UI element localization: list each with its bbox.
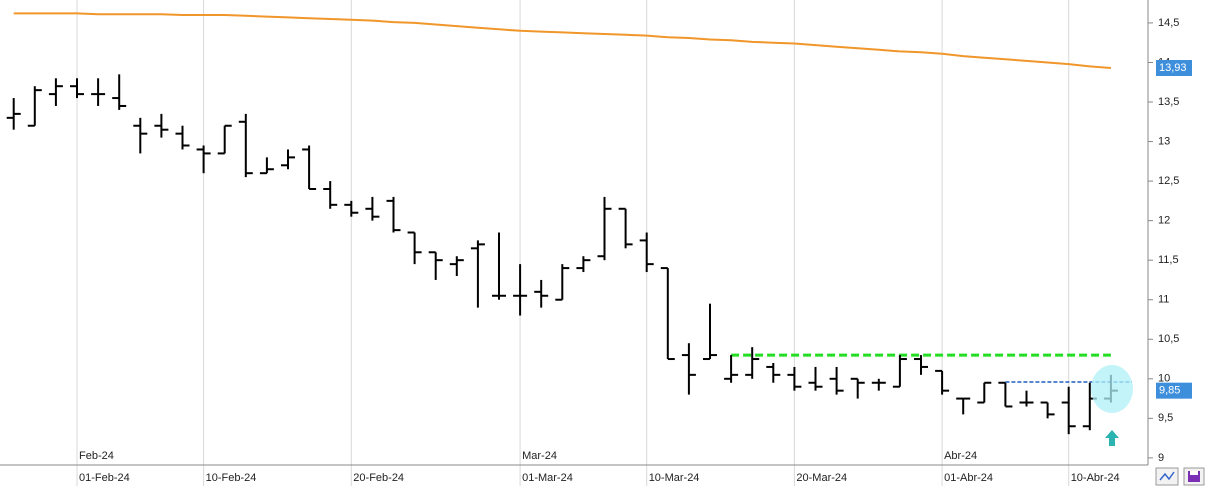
last-value-box xyxy=(1156,382,1192,399)
y-tick-label: 11,5 xyxy=(1158,254,1179,266)
y-tick-label: 13 xyxy=(1158,135,1170,147)
marks xyxy=(6,12,1132,435)
last-value-box xyxy=(1156,60,1192,77)
x-tick-label: 10-Mar-24 xyxy=(649,472,700,484)
x-tick-label: 20-Feb-24 xyxy=(353,472,404,484)
month-label: Feb-24 xyxy=(79,450,114,462)
y-tick-label: 10 xyxy=(1158,373,1170,385)
x-tick-label: 20-Mar-24 xyxy=(796,472,847,484)
y-tick-label: 9 xyxy=(1158,452,1164,464)
save-icon xyxy=(1188,471,1200,482)
x-tick-label: 01-Mar-24 xyxy=(522,472,573,484)
zoom-icon xyxy=(1159,471,1175,481)
last-value-label: 9,85 xyxy=(1159,385,1180,397)
moving-average-line xyxy=(13,12,1111,69)
last-value-label: 13,93 xyxy=(1159,62,1187,74)
save-icon-label xyxy=(1190,471,1198,475)
y-tick-label: 14,5 xyxy=(1158,17,1179,29)
y-tick-label: 12 xyxy=(1158,215,1170,227)
x-tick-label: 10-Abr-24 xyxy=(1071,472,1120,484)
highlight-circle xyxy=(1091,365,1133,413)
y-tick-label: 13,5 xyxy=(1158,96,1179,108)
up-arrow xyxy=(1105,430,1119,446)
y-tick-label: 9,5 xyxy=(1158,412,1173,424)
y-tick-label: 11 xyxy=(1158,294,1169,306)
labels: 99,51010,51111,51212,51313,51414,501-Feb… xyxy=(79,17,1192,484)
y-tick-label: 10,5 xyxy=(1158,333,1179,345)
toolbar xyxy=(1155,467,1205,486)
y-tick-label: 12,5 xyxy=(1158,175,1179,187)
month-label: Mar-24 xyxy=(522,450,557,462)
x-tick-label: 01-Abr-24 xyxy=(944,472,993,484)
x-tick-label: 01-Feb-24 xyxy=(79,472,130,484)
x-tick-label: 10-Feb-24 xyxy=(206,472,257,484)
month-label: Abr-24 xyxy=(944,450,977,462)
